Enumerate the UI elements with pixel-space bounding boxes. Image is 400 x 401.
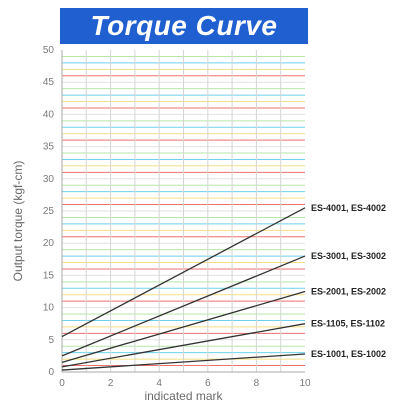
series-labels: ES-4001, ES-4002 ES-3001, ES-3002 ES-2001,… <box>311 203 386 359</box>
chart-title: Torque Curve <box>90 10 278 41</box>
x-tick-label: 6 <box>205 378 211 389</box>
y-tick-label: 35 <box>43 142 55 153</box>
y-tick-label: 50 <box>43 45 55 56</box>
x-tick-label: 8 <box>254 378 260 389</box>
series-label: ES-3001, ES-3002 <box>311 251 386 261</box>
x-tick-label: 10 <box>299 378 311 389</box>
series-lines <box>61 207 306 371</box>
x-tick-label: 2 <box>108 378 114 389</box>
series-line <box>61 323 306 368</box>
x-tick-label: 0 <box>59 378 65 389</box>
series-label: ES-1105, ES-1102 <box>311 319 385 329</box>
y-tick-label: 0 <box>48 367 54 378</box>
y-axis-label: Output torque (kgf-cm) <box>11 161 25 282</box>
x-axis-label: indicated mark <box>144 389 223 401</box>
y-tick-label: 10 <box>43 303 55 314</box>
y-tick-label: 25 <box>43 206 55 217</box>
y-tick-label: 15 <box>43 270 55 281</box>
y-tick-label: 20 <box>43 238 55 249</box>
y-tick-label: 30 <box>43 174 55 185</box>
series-label: ES-2001, ES-2002 <box>311 287 386 297</box>
tick-labels: 0 5 10 15 20 25 30 35 40 45 50 0 2 4 6 8 10 <box>43 45 311 389</box>
chart-title-banner: Torque Curve <box>60 8 308 44</box>
series-line <box>61 353 306 371</box>
y-tick-label: 45 <box>43 77 55 88</box>
series-line <box>61 290 306 363</box>
series-line <box>61 207 306 338</box>
axes <box>61 50 305 373</box>
series-line <box>61 255 306 357</box>
series-label: ES-1001, ES-1002 <box>311 349 386 359</box>
series-label: ES-4001, ES-4002 <box>311 203 386 213</box>
y-tick-label: 5 <box>48 335 54 346</box>
x-tick-label: 4 <box>156 378 162 389</box>
y-tick-label: 40 <box>43 109 55 120</box>
grid <box>62 50 305 372</box>
